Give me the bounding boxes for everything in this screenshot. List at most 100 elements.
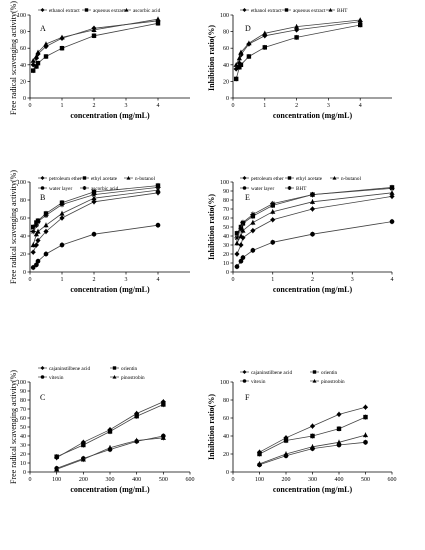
y-tick-label: 20	[223, 252, 229, 258]
y-tick-label: 20	[223, 79, 229, 85]
data-point	[35, 237, 41, 244]
series-ethanol-extract	[30, 18, 161, 68]
data-point	[294, 35, 299, 40]
legend-marker	[126, 176, 131, 180]
data-point	[270, 239, 276, 245]
series-line	[32, 189, 159, 246]
legend-label: water layer	[49, 186, 72, 192]
x-tick-label: 0	[232, 277, 235, 283]
data-point	[240, 219, 246, 226]
data-point	[234, 264, 240, 269]
data-point	[309, 206, 316, 212]
data-point	[238, 258, 244, 264]
legend-marker	[124, 8, 129, 12]
legend-label: ascorbic acid	[91, 186, 119, 192]
legend-label: cajaninstilbene acid	[49, 366, 90, 372]
data-point	[357, 22, 363, 28]
data-point	[238, 242, 244, 248]
series-bht	[233, 17, 363, 68]
series-n-butanol	[234, 190, 395, 246]
data-point	[160, 435, 166, 440]
data-point	[155, 16, 161, 22]
data-point	[155, 222, 161, 228]
chart-panel-a: 0 20 40 60 80 100 0 1 2 3 4 concentration (mg/mL) Fr…	[9, 1, 190, 120]
legend-marker	[242, 370, 247, 374]
legend-label: aqueous extract	[293, 8, 326, 14]
x-tick-label: 1	[61, 277, 64, 283]
data-point	[59, 242, 65, 248]
data-point	[309, 199, 316, 204]
y-tick-label: 100	[17, 380, 26, 386]
data-point	[309, 444, 316, 449]
legend-item: ethanol extract	[38, 8, 80, 14]
data-point	[262, 30, 268, 36]
x-tick-label: 0	[29, 277, 32, 283]
data-point	[362, 404, 369, 410]
x-tick-label: 4	[391, 277, 394, 283]
legend-marker	[284, 8, 289, 12]
series-water-layer	[30, 222, 161, 271]
series-n-butanol	[30, 187, 161, 248]
legend-item: orientin	[110, 366, 138, 372]
y-tick-label: 60	[223, 416, 229, 422]
y-tick-label: 30	[20, 443, 26, 449]
legend-item: petroleum ether	[240, 176, 284, 182]
data-point	[234, 251, 240, 257]
series-aqueous-extract	[30, 20, 161, 74]
data-point	[33, 242, 39, 248]
legend-label: n-butanol	[341, 176, 361, 182]
data-point	[256, 461, 263, 466]
data-point	[270, 209, 276, 214]
x-tick-label: 1	[61, 103, 64, 109]
x-tick-label: 3	[351, 277, 354, 283]
data-point	[43, 251, 49, 257]
data-point	[238, 62, 244, 68]
y-tick-label: 80	[223, 198, 229, 204]
data-point	[270, 201, 276, 207]
x-tick-label: 0	[232, 477, 235, 483]
data-point	[91, 33, 97, 38]
x-tick-label: 300	[106, 477, 115, 483]
data-point	[91, 199, 97, 205]
data-point	[91, 192, 97, 198]
data-point	[80, 456, 86, 462]
chart-panel-d: 0 20 40 60 80 100 0 1 2 3 4 concentration (mg/mL) In…	[207, 8, 392, 120]
data-point	[336, 439, 342, 445]
legend-item: petroleum ether	[38, 176, 82, 182]
legend-item: ethyl acetate	[80, 176, 118, 182]
y-tick-label: 70	[223, 207, 229, 213]
data-point	[357, 17, 363, 23]
legend-marker	[40, 176, 45, 180]
data-point	[237, 65, 242, 70]
x-tick-label: 1	[271, 277, 274, 283]
y-tick-label: 40	[223, 63, 229, 69]
data-point	[283, 451, 289, 457]
data-point	[240, 255, 246, 260]
legend-item: aqueous extract	[82, 8, 126, 14]
legend-item: vitexin	[240, 379, 266, 385]
y-axis-label: Inhibition ratio(%)	[207, 394, 216, 460]
data-point	[30, 249, 36, 255]
series-ethyl-acetate	[234, 184, 395, 236]
panel-label: E	[245, 193, 250, 202]
y-tick-label: 20	[223, 452, 229, 458]
data-point	[257, 451, 262, 457]
legend-item: pinostrobin	[110, 375, 145, 381]
y-tick-label: 90	[223, 189, 229, 195]
data-point	[59, 45, 65, 51]
data-point	[236, 55, 242, 61]
y-tick-label: 50	[223, 225, 229, 231]
data-point	[389, 193, 395, 199]
y-tick-label: 80	[223, 30, 229, 36]
data-point	[283, 438, 289, 443]
y-tick-label: 80	[223, 398, 229, 404]
legend-item: ethyl acetate	[285, 176, 323, 182]
data-point	[336, 426, 342, 432]
legend-marker	[332, 176, 337, 180]
x-tick-label: 300	[308, 477, 317, 483]
y-axis-label: Inhibition ratio(%)	[207, 194, 216, 260]
y-tick-label: 80	[20, 198, 26, 204]
y-tick-label: 30	[223, 243, 229, 249]
y-tick-label: 0	[226, 470, 229, 476]
